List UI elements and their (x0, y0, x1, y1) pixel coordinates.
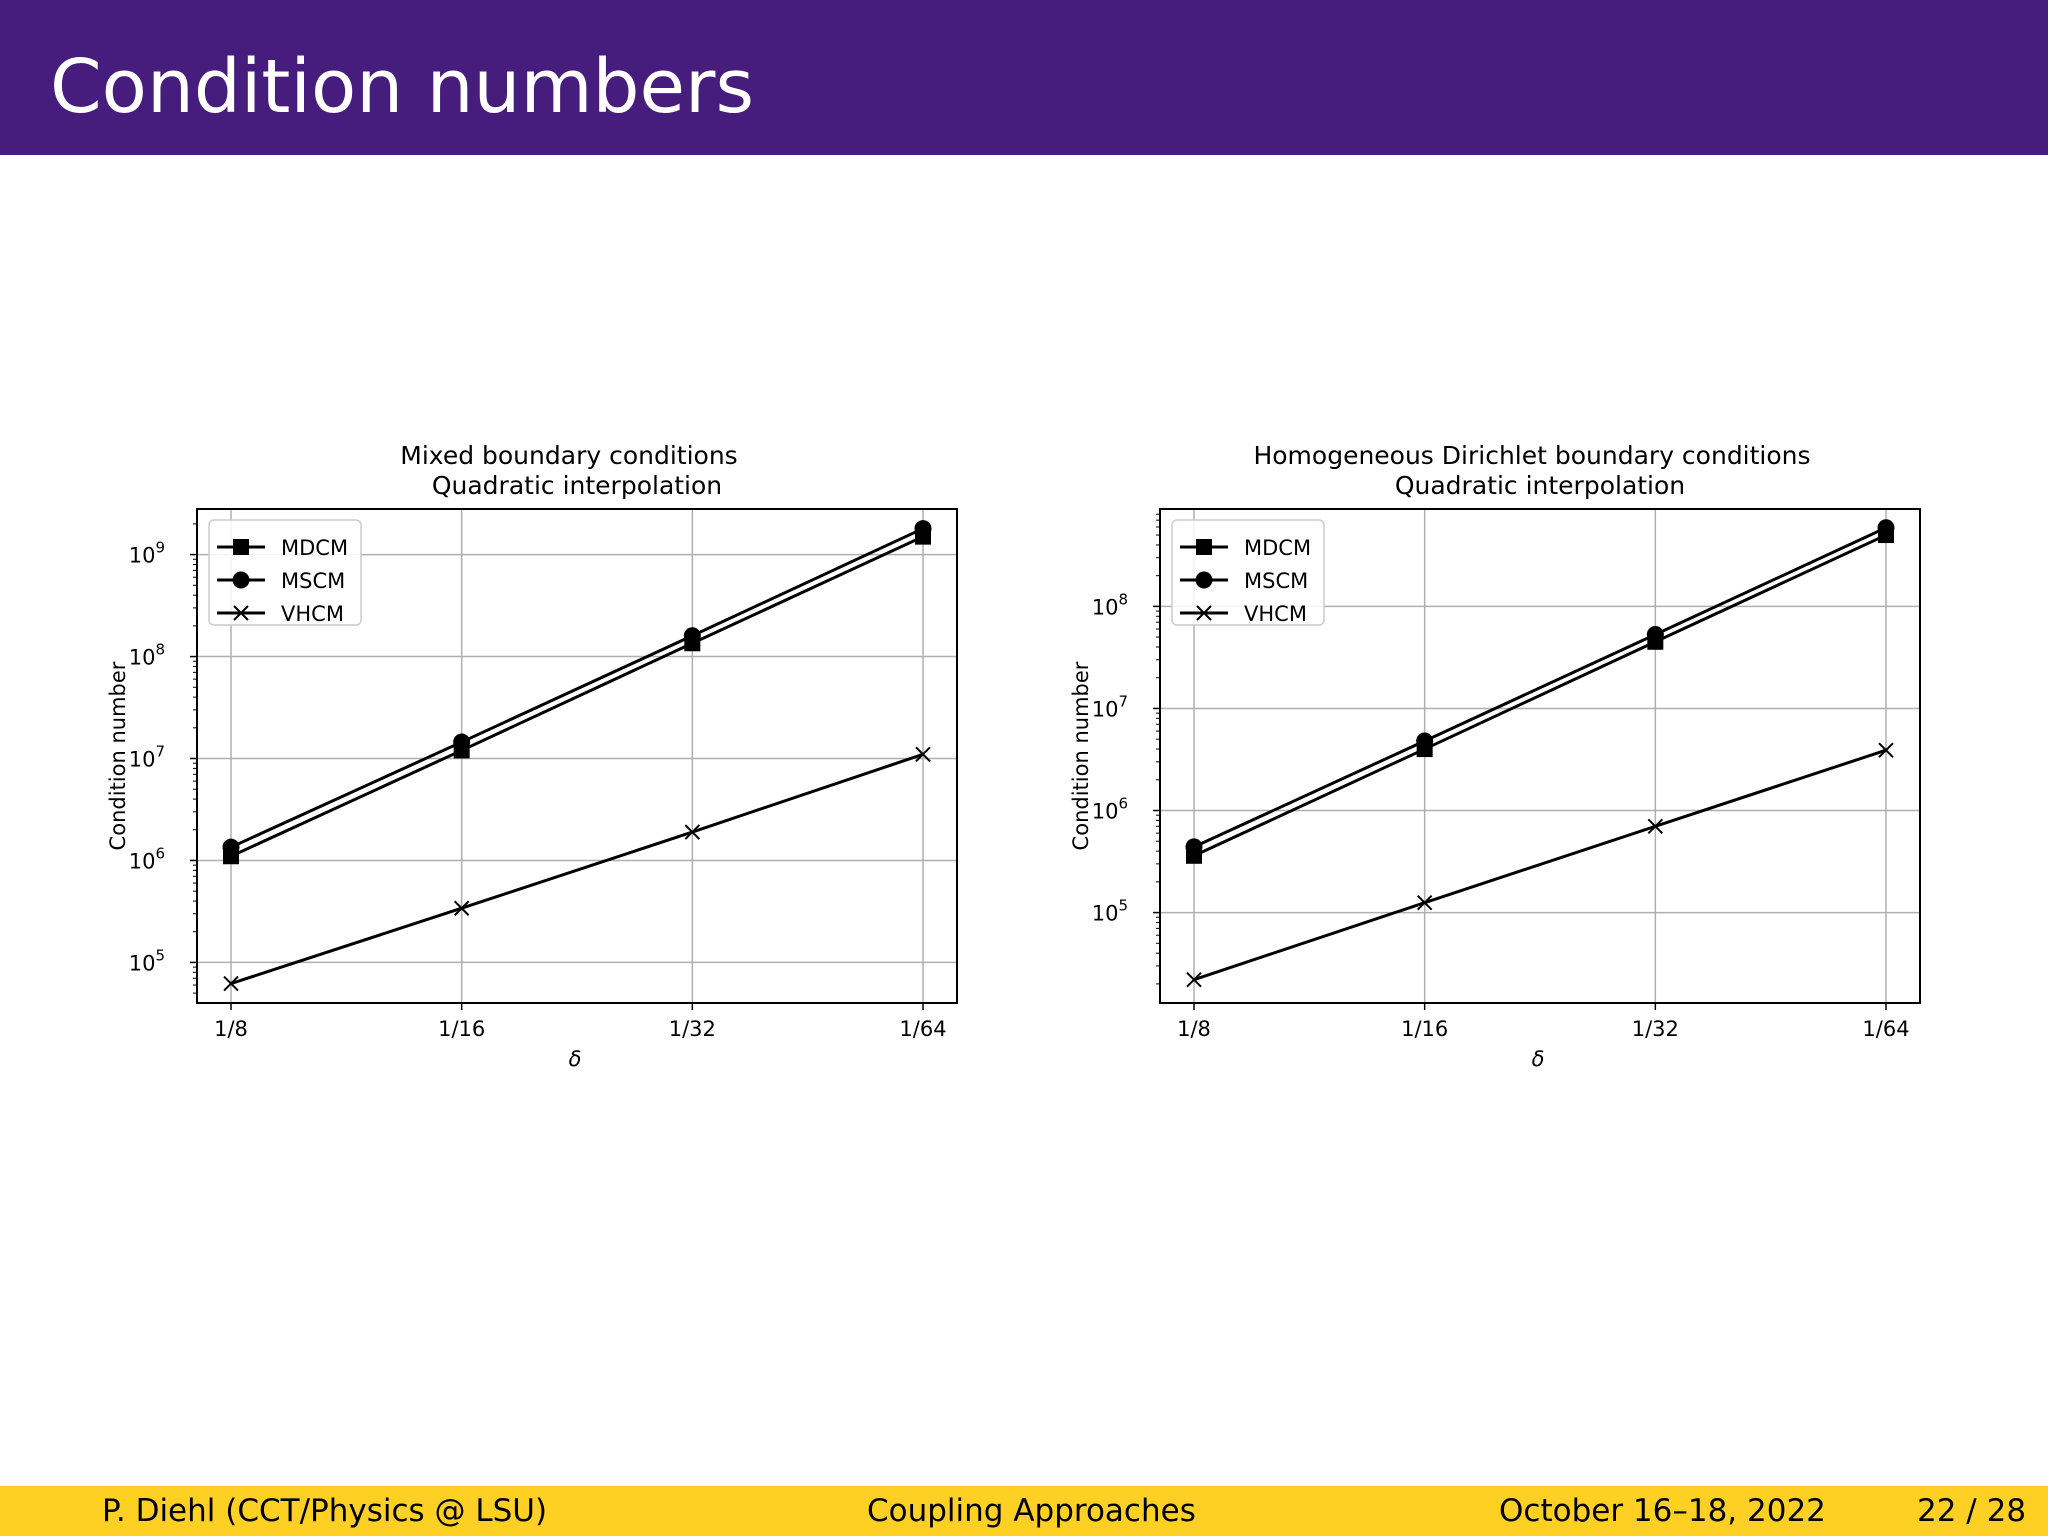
x-axis-ticks: 1/8 1/16 1/32 1/64 (214, 1003, 947, 1041)
y-tick-base: 10 (129, 646, 156, 670)
legend-marker (233, 539, 249, 555)
legend-label: MDCM (1244, 536, 1311, 560)
data-point (1878, 742, 1894, 758)
series-line (1193, 533, 1887, 858)
y-tick-exponent: 8 (1118, 590, 1128, 608)
legend-label: MDCM (281, 536, 348, 560)
data-point (453, 900, 470, 916)
legend-label: VHCM (1244, 602, 1307, 626)
data-point (1186, 971, 1202, 988)
y-tick-base: 10 (129, 544, 156, 568)
x-axis-label: δ (1532, 1047, 1545, 1071)
y-tick-exponent: 5 (1118, 897, 1128, 915)
data-point (223, 975, 239, 992)
y-tick-exponent: 7 (1118, 692, 1128, 710)
slide-footer: P. Diehl (CCT/Physics @ LSU) Coupling Ap… (0, 1486, 2048, 1536)
legend-marker (1195, 571, 1213, 589)
data-point (222, 838, 240, 856)
y-tick-base: 10 (129, 748, 156, 772)
data-point (684, 824, 701, 840)
chart-title: Homogeneous Dirichlet boundary condition… (1253, 441, 1810, 470)
series-line (230, 752, 924, 986)
y-tick-exponent: 7 (155, 743, 165, 761)
y-tick-label: 108 (1092, 590, 1128, 619)
y-tick-base: 10 (1092, 800, 1119, 824)
y-tick-exponent: 5 (155, 946, 165, 964)
data-point (1877, 519, 1895, 537)
footer-talk-title: Coupling Approaches (867, 1493, 1196, 1529)
y-tick-exponent: 9 (155, 539, 165, 557)
series-mscm (1185, 519, 1895, 856)
series-line (230, 527, 924, 849)
data-point (915, 746, 931, 762)
y-axis-label: Condition number (106, 661, 130, 850)
legend-marker (1196, 539, 1212, 555)
chart-subtitle: Quadratic interpolation (432, 471, 722, 500)
series-mscm (222, 520, 932, 856)
x-tick-label: 1/64 (1862, 1017, 1909, 1041)
y-tick-base: 10 (1092, 595, 1119, 619)
x-tick-label: 1/8 (1177, 1017, 1211, 1041)
plot-frame (196, 508, 958, 1004)
chart-dirichlet-boundary: Homogeneous Dirichlet boundary condition… (1069, 441, 1921, 1071)
data-point (1416, 894, 1433, 911)
y-tick-base: 10 (1092, 697, 1119, 721)
legend-marker (232, 571, 250, 589)
slide-title: Condition numbers (50, 44, 755, 130)
y-tick-label: 107 (1092, 692, 1128, 721)
legend: MDCM MSCM VHCM (208, 519, 362, 626)
y-tick-label: 105 (1092, 897, 1128, 926)
series-line (230, 535, 924, 858)
data-point (453, 733, 471, 751)
y-tick-exponent: 6 (1118, 795, 1128, 813)
x-tick-label: 1/16 (1401, 1017, 1448, 1041)
x-tick-label: 1/32 (1632, 1017, 1679, 1041)
chart-subtitle: Quadratic interpolation (1395, 471, 1685, 500)
x-tick-label: 1/64 (899, 1017, 946, 1041)
plot-frame (1159, 508, 1921, 1004)
y-tick-label: 106 (129, 844, 165, 873)
slide-header: Condition numbers (0, 0, 2048, 155)
footer-date: October 16–18, 2022 (1499, 1493, 1826, 1529)
y-tick-label: 107 (129, 743, 165, 772)
x-tick-label: 1/16 (438, 1017, 485, 1041)
data-point (1647, 818, 1664, 835)
y-tick-label: 109 (129, 539, 165, 568)
legend-label: VHCM (281, 602, 344, 626)
data-point (1416, 732, 1434, 750)
footer-page-number: 22 / 28 (1917, 1493, 2027, 1529)
series-line (1193, 748, 1887, 982)
y-tick-exponent: 8 (155, 641, 165, 659)
data-point (1185, 838, 1203, 856)
x-axis-label: δ (569, 1047, 582, 1071)
y-tick-base: 10 (129, 849, 156, 873)
x-tick-label: 1/32 (669, 1017, 716, 1041)
legend-label: MSCM (281, 569, 345, 593)
x-axis-ticks: 1/8 1/16 1/32 1/64 (1177, 1003, 1910, 1041)
y-axis-label: Condition number (1069, 661, 1093, 850)
y-tick-label: 106 (1092, 795, 1128, 824)
legend-marker (1196, 605, 1212, 621)
y-tick-base: 10 (129, 951, 156, 975)
y-tick-label: 108 (129, 641, 165, 670)
y-tick-exponent: 6 (155, 844, 165, 862)
legend-label: MSCM (1244, 569, 1308, 593)
chart-title: Mixed boundary conditions (400, 441, 737, 470)
footer-author: P. Diehl (CCT/Physics @ LSU) (102, 1493, 548, 1529)
y-tick-base: 10 (1092, 902, 1119, 926)
y-tick-label: 105 (129, 946, 165, 975)
data-point (1646, 626, 1664, 644)
x-tick-label: 1/8 (214, 1017, 248, 1041)
legend-marker (233, 605, 249, 621)
series-vhcm (1186, 742, 1894, 988)
series-vhcm (223, 746, 931, 992)
data-point (683, 627, 701, 645)
data-point (914, 520, 932, 538)
legend: MDCM MSCM VHCM (1171, 519, 1325, 626)
series-line (1193, 526, 1887, 849)
